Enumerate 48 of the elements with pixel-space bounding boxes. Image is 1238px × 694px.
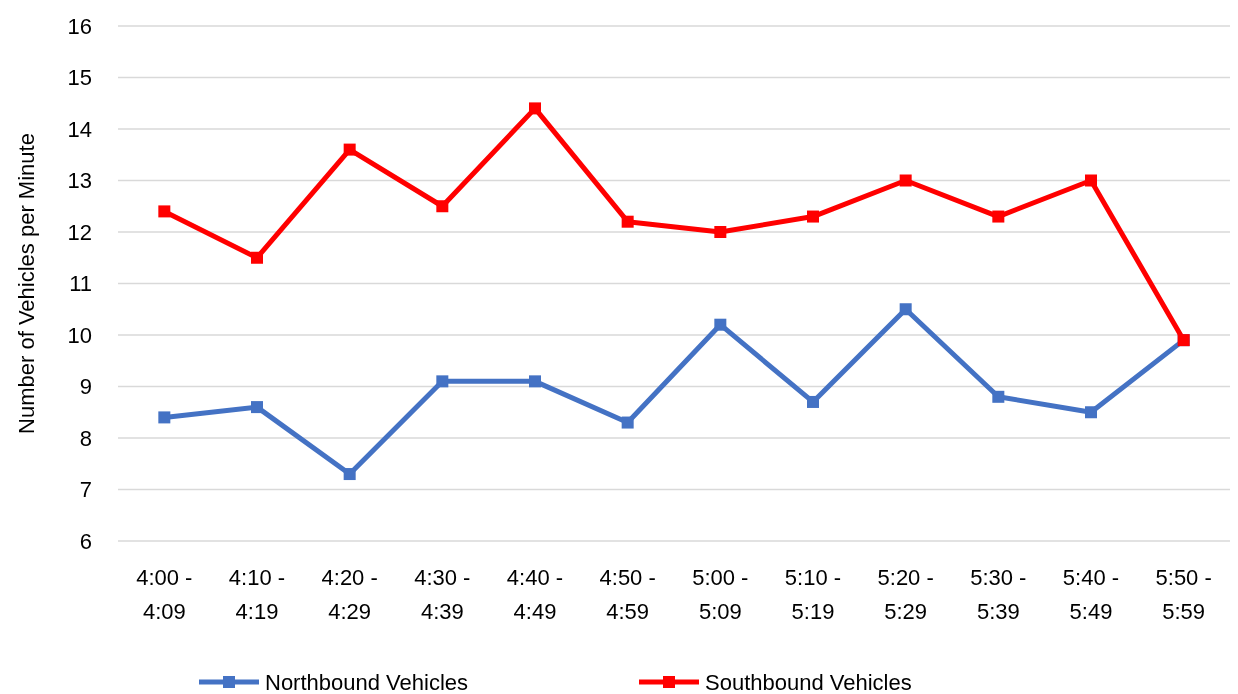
y-tick-label: 14 (67, 116, 92, 142)
point (1085, 174, 1097, 187)
point (1085, 406, 1097, 419)
point (343, 468, 356, 481)
y-tick-label: 8 (79, 425, 92, 451)
point (529, 375, 541, 388)
point (899, 303, 912, 316)
legend-label: Northbound Vehicles (265, 669, 469, 694)
y-tick-label: 10 (67, 322, 92, 348)
point (714, 318, 727, 331)
y-tick-label: 11 (69, 271, 92, 297)
point (807, 210, 819, 223)
point (621, 416, 634, 429)
point (158, 205, 171, 218)
legend-label: Southbound Vehicles (705, 669, 912, 694)
point (436, 375, 449, 388)
y-tick-label: 15 (67, 65, 92, 91)
x-tick-label: 5:00 - 5:09 (692, 565, 749, 624)
x-tick-label: 4:40 - 4:49 (506, 565, 564, 624)
y-tick-label: 9 (79, 374, 92, 400)
point (251, 251, 263, 264)
x-tick-label: 5:20 - 5:29 (877, 565, 934, 624)
point (807, 395, 819, 408)
x-tick-label: 5:30 - 5:39 (970, 565, 1027, 624)
point (436, 200, 449, 213)
point (343, 143, 356, 156)
point (529, 102, 541, 115)
y-tick-label: 13 (67, 168, 92, 194)
y-tick-label: 6 (79, 528, 92, 554)
x-tick-label: 4:20 - 4:29 (321, 565, 378, 624)
x-tick-label: 4:00 - 4:09 (136, 565, 193, 624)
y-tick-label: 16 (67, 13, 92, 39)
y-tick-label: 7 (79, 477, 92, 503)
point (992, 390, 1005, 403)
x-tick-label: 5:40 - 5:49 (1062, 565, 1120, 624)
x-tick-label: 5:10 - 5:19 (784, 565, 842, 624)
x-tick-label: 4:10 - 4:19 (228, 565, 286, 624)
x-tick-label: 5:50 - 5:59 (1155, 565, 1212, 624)
point (899, 174, 912, 187)
point (158, 411, 171, 424)
point (714, 226, 727, 238)
point (251, 401, 263, 414)
point (621, 215, 634, 228)
x-tick-label: 4:50 - 4:59 (599, 565, 656, 624)
y-axis-title: Number of Vehicles per Minute (14, 133, 39, 434)
y-tick-label: 12 (67, 219, 92, 245)
x-tick-label: 4:30 - 4:39 (414, 565, 471, 624)
point (992, 210, 1005, 223)
